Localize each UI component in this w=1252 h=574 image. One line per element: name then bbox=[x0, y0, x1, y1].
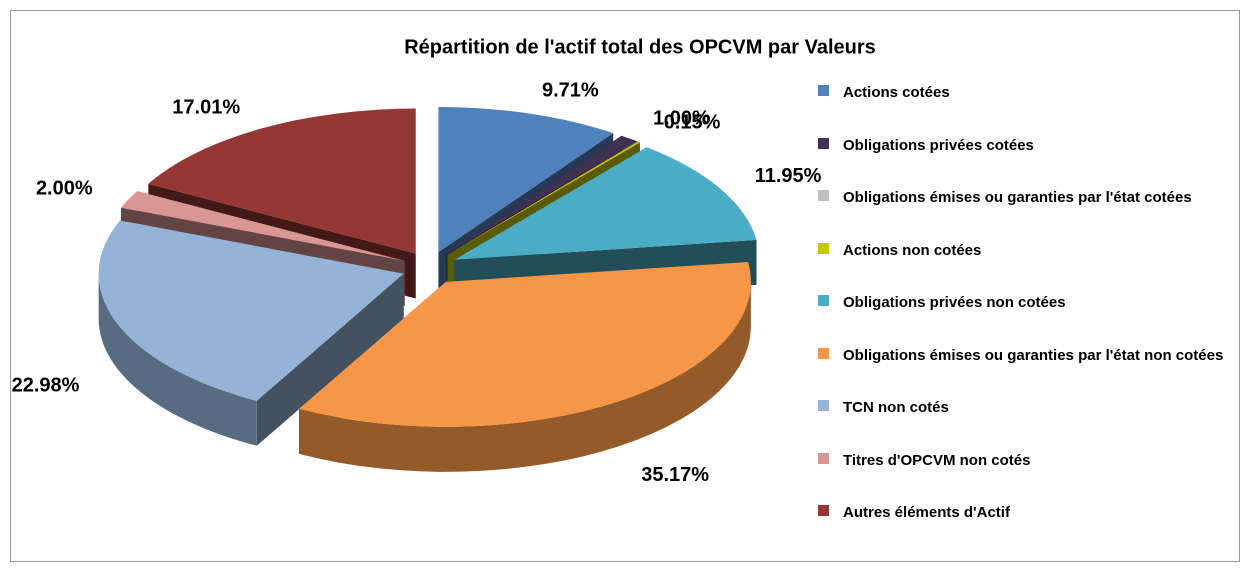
data-label: 1.00% bbox=[653, 108, 710, 130]
legend-label: TCN non cotés bbox=[843, 399, 949, 416]
slice-top bbox=[447, 141, 638, 255]
legend-label: Obligations privées cotées bbox=[843, 136, 1034, 154]
slice-top bbox=[447, 141, 640, 255]
data-label: 11.95% bbox=[755, 165, 822, 187]
legend-item: Autres éléments d'Actif bbox=[818, 500, 1238, 553]
slice-wall bbox=[298, 281, 751, 472]
legend-item: Actions cotées bbox=[818, 80, 1238, 133]
slice-top bbox=[438, 106, 614, 252]
data-label: 35.17% bbox=[641, 464, 709, 486]
legend-item: Obligations privées non cotées bbox=[818, 290, 1238, 343]
legend-item: Obligations émises ou garanties par l'ét… bbox=[818, 343, 1238, 396]
legend-swatch bbox=[818, 242, 829, 254]
data-label: 9.71% bbox=[542, 79, 599, 101]
chart-frame bbox=[10, 10, 1240, 562]
data-label: 22.98% bbox=[12, 374, 80, 396]
legend-label: Obligations émises ou garanties par l'ét… bbox=[843, 346, 1224, 364]
slice-top bbox=[454, 147, 757, 260]
slice-top bbox=[98, 220, 404, 401]
legend-label: Obligations privées non cotées bbox=[843, 294, 1066, 311]
legend: Actions cotées Obligations privées cotées… bbox=[818, 80, 1238, 553]
slice-cut-face bbox=[256, 273, 404, 446]
slice-top bbox=[446, 135, 637, 255]
data-label: 2.00% bbox=[36, 177, 93, 199]
legend-item: TCN non cotés bbox=[818, 395, 1238, 448]
legend-swatch bbox=[818, 85, 829, 96]
chart-title: Répartition de l'actif total des OPCVM p… bbox=[404, 36, 876, 58]
legend-swatch bbox=[818, 400, 829, 411]
legend-swatch bbox=[818, 137, 829, 149]
data-label: 0.15% bbox=[664, 112, 721, 134]
slice-top bbox=[148, 108, 416, 254]
legend-label: Autres éléments d'Actif bbox=[843, 504, 1010, 521]
slice-wall bbox=[98, 273, 257, 446]
legend-label: Actions cotées bbox=[843, 84, 950, 101]
slice bbox=[98, 220, 404, 446]
data-label: 17.01% bbox=[172, 97, 240, 119]
slice-top bbox=[120, 191, 405, 261]
legend-label: Actions non cotées bbox=[843, 241, 982, 259]
legend-item: Obligations émises ou garanties par l'ét… bbox=[818, 185, 1238, 238]
legend-label: Obligations émises ou garanties par l'ét… bbox=[843, 189, 1192, 206]
legend-label: Titres d'OPCVM non cotés bbox=[843, 451, 1031, 469]
legend-item: Actions non cotées bbox=[818, 238, 1238, 291]
legend-item: Obligations privées cotées bbox=[818, 133, 1238, 186]
legend-swatch bbox=[818, 347, 829, 359]
legend-swatch bbox=[818, 452, 829, 464]
slice-top bbox=[298, 262, 751, 427]
slice bbox=[298, 262, 751, 472]
legend-swatch bbox=[818, 295, 829, 306]
legend-item: Titres d'OPCVM non cotés bbox=[818, 448, 1238, 501]
legend-swatch bbox=[818, 505, 829, 516]
legend-swatch bbox=[818, 190, 829, 201]
